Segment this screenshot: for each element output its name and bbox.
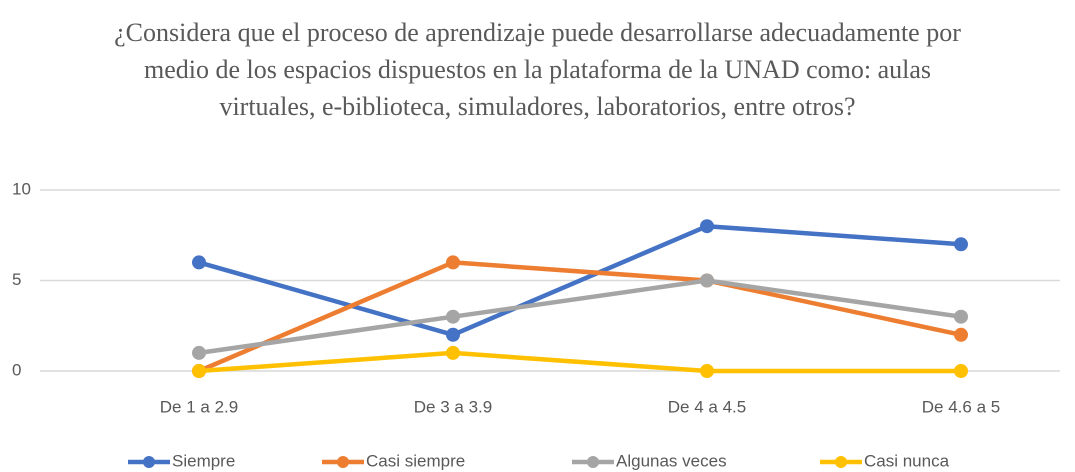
legend-label: Casi siempre xyxy=(366,451,465,470)
data-point xyxy=(700,273,714,288)
series-line xyxy=(198,278,962,356)
data-point xyxy=(954,327,968,342)
y-tick-label: 5 xyxy=(12,270,21,289)
x-tick-label: De 4 a 4.5 xyxy=(668,397,746,416)
data-point xyxy=(446,327,460,342)
data-point xyxy=(700,219,714,234)
data-point xyxy=(954,237,968,252)
data-point xyxy=(954,309,968,324)
series-line xyxy=(198,223,962,338)
series-line xyxy=(198,260,962,374)
legend-marker xyxy=(587,456,599,468)
data-point xyxy=(954,364,968,378)
data-point xyxy=(192,345,206,360)
data-point xyxy=(700,364,714,378)
data-point xyxy=(192,364,206,378)
legend-label: Siempre xyxy=(172,451,235,470)
data-point xyxy=(192,255,206,270)
y-tick-label: 10 xyxy=(12,179,31,198)
chart-title: ¿Considera que el proceso de aprendizaje… xyxy=(114,18,961,121)
legend-marker xyxy=(835,456,847,468)
data-point xyxy=(446,309,460,324)
y-tick-label: 0 xyxy=(12,360,21,379)
title-box: ¿Considera que el proceso de aprendizaje… xyxy=(0,14,1075,125)
legend-marker xyxy=(143,456,155,468)
series-line xyxy=(198,350,961,374)
x-tick-label: De 4.6 a 5 xyxy=(922,397,1000,416)
data-point xyxy=(446,345,460,360)
data-point xyxy=(446,255,460,270)
x-tick-label: De 3 a 3.9 xyxy=(414,397,492,416)
legend-label: Algunas veces xyxy=(616,451,727,470)
x-tick-label: De 1 a 2.9 xyxy=(160,397,238,416)
legend-label: Casi nunca xyxy=(864,451,950,470)
legend-marker xyxy=(337,456,349,468)
